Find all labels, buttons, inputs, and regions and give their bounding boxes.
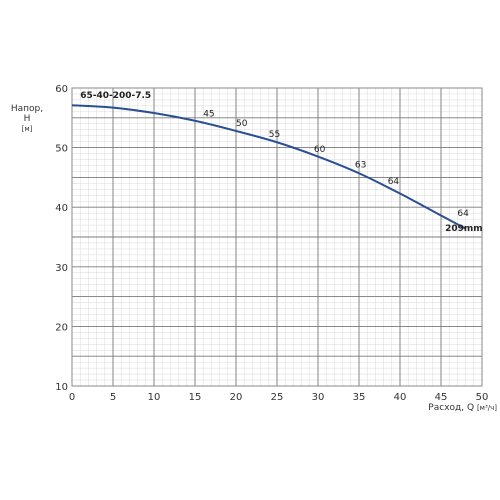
plot-frame bbox=[71, 87, 483, 387]
x-axis-tick-labels: 0 5 10 15 20 25 30 35 40 45 50 bbox=[69, 392, 489, 403]
x-axis-title-symbol: Q bbox=[466, 403, 475, 413]
y-tick-label: 10 bbox=[55, 382, 68, 393]
efficiency-label: 60 bbox=[314, 145, 326, 155]
x-axis-title-text: Расход, bbox=[428, 403, 465, 413]
efficiency-label: 45 bbox=[203, 110, 214, 120]
x-tick-label: 20 bbox=[230, 392, 243, 403]
series-line bbox=[71, 104, 467, 230]
x-tick-label: 30 bbox=[312, 392, 325, 403]
y-tick-label: 40 bbox=[55, 203, 68, 214]
x-tick-label: 15 bbox=[189, 392, 202, 403]
y-tick-label: 60 bbox=[55, 84, 68, 95]
efficiency-label: 63 bbox=[355, 160, 366, 170]
x-tick-label: 10 bbox=[148, 392, 161, 403]
y-axis-title-line1: Напор, bbox=[10, 104, 44, 114]
curve-label: 65-40-200-7.5 bbox=[80, 91, 151, 101]
y-tick-label: 50 bbox=[55, 144, 68, 155]
annotation-layer: 65-40-200-7.5 45 50 55 60 63 64 64 209mm bbox=[80, 91, 482, 234]
x-tick-label: 0 bbox=[69, 392, 75, 403]
y-tick-label: 20 bbox=[55, 322, 68, 333]
y-axis-title-symbol: H bbox=[23, 114, 31, 124]
x-tick-label: 40 bbox=[394, 392, 407, 403]
x-tick-label: 25 bbox=[271, 392, 284, 403]
efficiency-label: 50 bbox=[236, 119, 248, 129]
y-tick-label: 30 bbox=[55, 263, 68, 274]
x-tick-label: 35 bbox=[353, 392, 366, 403]
y-axis-title: Напор, H [м] bbox=[2, 104, 52, 134]
efficiency-label: 64 bbox=[457, 209, 469, 219]
curve-label: 209mm bbox=[445, 224, 483, 234]
x-axis-title-unit: [м³/ч] bbox=[476, 404, 497, 412]
y-axis-tick-labels: 10 20 30 40 50 60 bbox=[55, 84, 68, 393]
efficiency-label: 55 bbox=[269, 130, 280, 140]
x-tick-label: 5 bbox=[110, 392, 116, 403]
efficiency-label: 64 bbox=[388, 177, 400, 187]
y-axis-title-unit: [м] bbox=[21, 125, 33, 133]
x-tick-label: 50 bbox=[476, 392, 489, 403]
x-axis-title: Расход, Q [м³/ч] bbox=[405, 403, 497, 413]
series-layer bbox=[71, 104, 467, 230]
x-tick-label: 45 bbox=[435, 392, 448, 403]
